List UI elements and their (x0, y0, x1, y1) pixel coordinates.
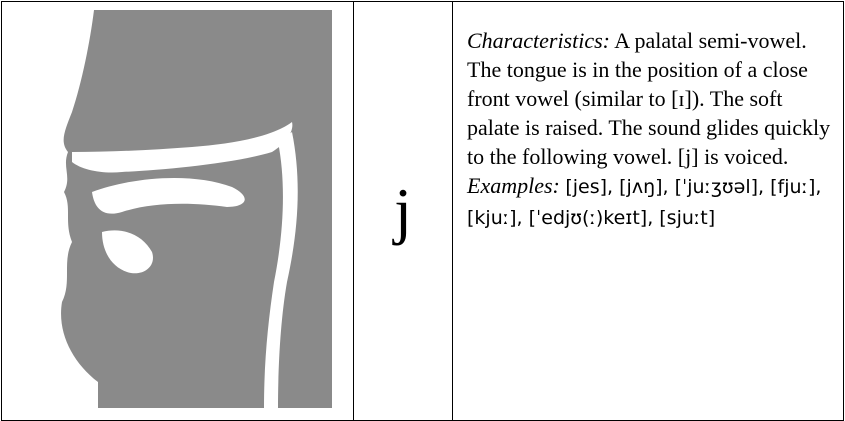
symbol-cell: j (353, 1, 453, 421)
examples-label: Examples: (467, 173, 560, 198)
characteristics-label: Characteristics: (467, 28, 610, 53)
characteristics-text: A palatal semi-vowel. The tongue is in t… (467, 28, 831, 169)
diagram-cell (1, 1, 354, 421)
phoneme-symbol: j (394, 175, 412, 246)
description-cell: Characteristics: A palatal semi-vowel. T… (452, 1, 844, 421)
examples-text: [jes], [jʌŋ], [ˈjuːʒʊəl], [fjuː], [kjuː]… (467, 176, 822, 229)
sagittal-section (42, 10, 332, 408)
